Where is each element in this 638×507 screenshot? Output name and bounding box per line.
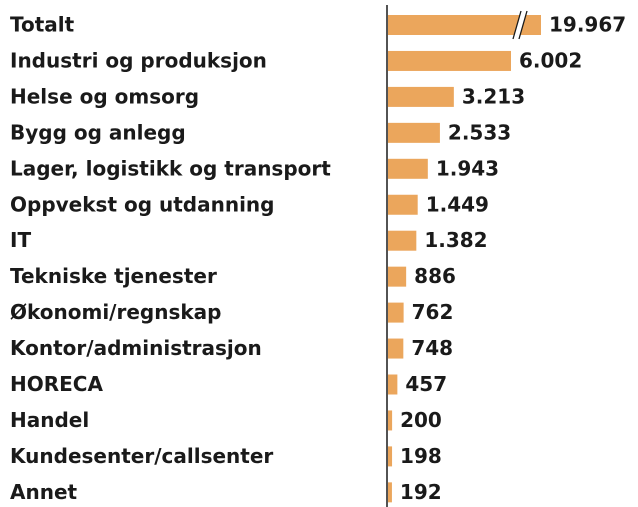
category-label: Økonomi/regnskap	[10, 300, 221, 324]
axis-break-mark	[518, 10, 528, 40]
bar	[388, 15, 541, 35]
value-label: 200	[400, 408, 442, 432]
value-label: 19.967	[549, 13, 626, 37]
category-label: Industri og produksjon	[10, 48, 267, 72]
bar	[388, 266, 407, 287]
bar	[388, 302, 404, 323]
bar	[388, 158, 428, 179]
bar	[388, 482, 392, 503]
category-label: Bygg og anlegg	[10, 120, 186, 144]
category-label: IT	[10, 228, 31, 252]
axis-break-gap	[513, 11, 527, 39]
value-label: 886	[414, 264, 456, 288]
category-label: Lager, logistikk og transport	[10, 156, 331, 180]
category-label: Oppvekst og utdanning	[10, 192, 274, 216]
bar	[388, 122, 440, 143]
category-label: Helse og omsorg	[10, 84, 199, 108]
category-label: Kundesenter/callsenter	[10, 444, 273, 468]
bar	[388, 50, 511, 71]
category-label: Totalt	[10, 13, 75, 37]
value-label: 3.213	[462, 84, 525, 108]
category-label: Tekniske tjenester	[10, 264, 217, 288]
category-label: Kontor/administrasjon	[10, 336, 262, 360]
value-label: 1.943	[436, 156, 499, 180]
value-label: 748	[411, 336, 453, 360]
value-label: 1.382	[424, 228, 487, 252]
axis-break-mark	[512, 10, 522, 40]
category-label: HORECA	[10, 372, 103, 396]
value-label: 6.002	[519, 48, 582, 72]
value-label: 457	[405, 372, 447, 396]
bar	[388, 86, 454, 107]
category-label: Handel	[10, 408, 89, 432]
value-label: 2.533	[448, 120, 511, 144]
category-label: Annet	[10, 480, 78, 504]
bar	[388, 374, 398, 395]
bar	[388, 410, 393, 431]
value-label: 198	[400, 444, 442, 468]
value-label: 762	[412, 300, 454, 324]
value-label: 192	[400, 480, 442, 504]
bar	[388, 194, 418, 215]
bar	[388, 230, 417, 251]
bar	[388, 446, 393, 467]
bar	[388, 338, 404, 359]
value-label: 1.449	[426, 192, 489, 216]
